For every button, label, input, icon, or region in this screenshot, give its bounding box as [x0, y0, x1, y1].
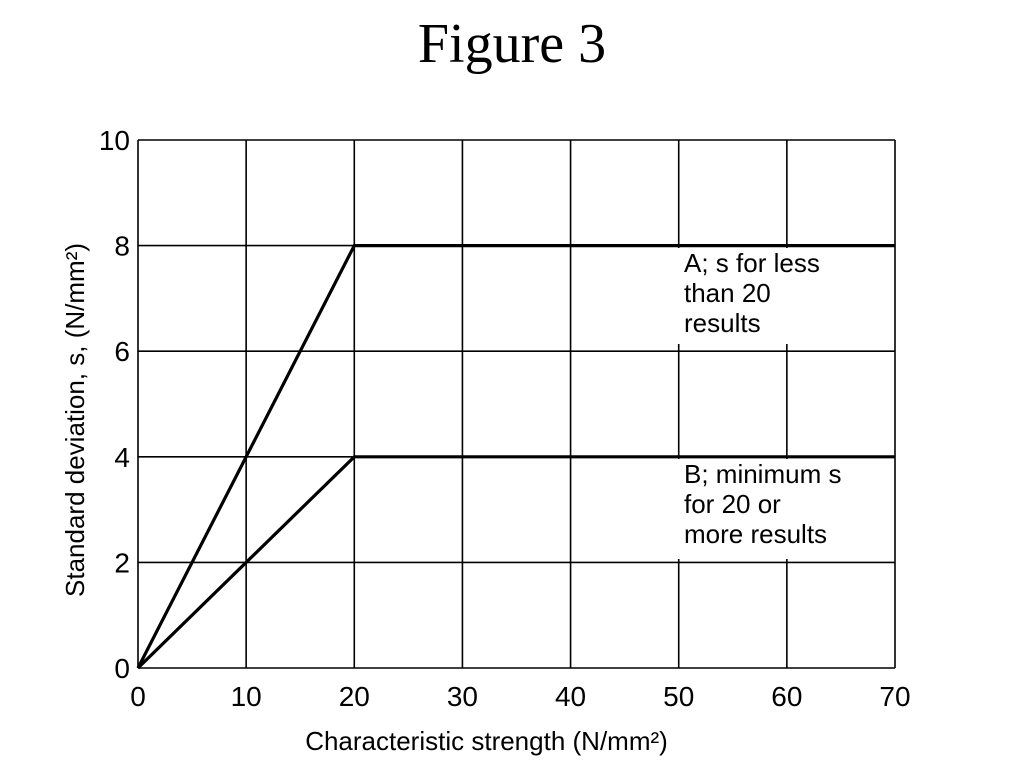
- y-tick-label: 6: [114, 336, 130, 367]
- x-tick-label: 40: [555, 681, 586, 712]
- y-tick-label: 2: [114, 547, 130, 578]
- axis-labels: Characteristic strength (N/mm²) Standard …: [60, 243, 668, 756]
- series-label-line: results: [684, 308, 761, 338]
- x-tick-label: 70: [879, 681, 910, 712]
- series-label-background: [676, 248, 886, 344]
- figure-title: Figure 3: [417, 13, 607, 75]
- series-line-b: [136, 455, 895, 670]
- series-label-line: for 20 or: [684, 489, 781, 519]
- y-tick-label: 0: [114, 653, 130, 684]
- tick-labels: 0 10 20 30 40 50 60 70 0 2 4 6 8 10: [99, 125, 911, 712]
- x-tick-label: 50: [663, 681, 694, 712]
- x-tick-label: 20: [339, 681, 370, 712]
- y-tick-label: 10: [99, 125, 130, 156]
- x-tick-label: 10: [231, 681, 262, 712]
- series-lines: [136, 244, 895, 670]
- series-line-a: [136, 244, 895, 669]
- x-tick-label: 0: [130, 681, 146, 712]
- grid: [137, 139, 896, 669]
- series-label-line: more results: [684, 519, 827, 549]
- series-label-line: A; s for less: [684, 248, 820, 278]
- series-label-background: [676, 459, 891, 559]
- x-tick-label: 30: [447, 681, 478, 712]
- y-tick-label: 8: [114, 231, 130, 262]
- x-tick-label: 60: [771, 681, 802, 712]
- y-tick-label: 4: [114, 442, 130, 473]
- series-label-line: than 20: [684, 278, 771, 308]
- series-label-line: B; minimum s: [684, 459, 841, 489]
- x-axis-label: Characteristic strength (N/mm²): [305, 726, 668, 756]
- y-axis-label: Standard deviation, s, (N/mm²): [60, 243, 90, 597]
